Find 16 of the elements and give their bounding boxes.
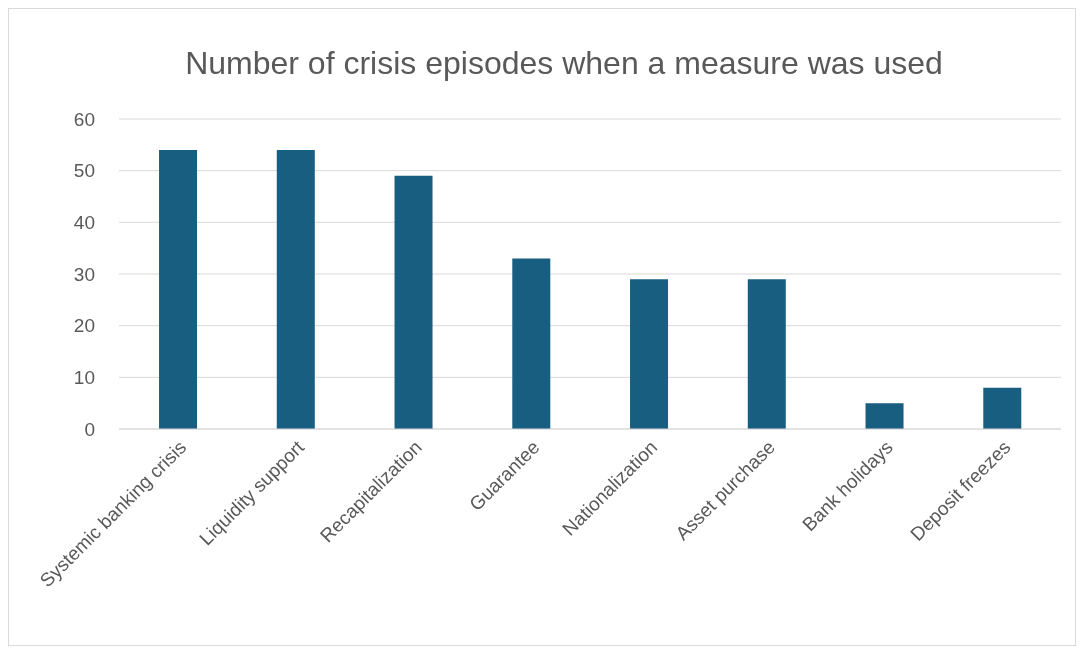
- bar: [394, 175, 433, 429]
- y-tick-label: 60: [73, 108, 95, 130]
- chart-title: Number of crisis episodes when a measure was used: [184, 45, 944, 82]
- y-tick-label: 20: [73, 315, 95, 337]
- bar: [512, 258, 551, 429]
- bar: [276, 150, 315, 429]
- bar: [983, 387, 1022, 429]
- y-tick-label: 10: [73, 367, 95, 389]
- bar: [159, 150, 198, 429]
- y-tick-label: 30: [73, 263, 95, 285]
- bar: [747, 279, 786, 429]
- y-tick-label: 50: [73, 160, 95, 182]
- y-tick-label: 40: [73, 212, 95, 234]
- y-tick-label: 0: [84, 418, 95, 440]
- bar: [865, 403, 904, 429]
- bar: [630, 279, 669, 429]
